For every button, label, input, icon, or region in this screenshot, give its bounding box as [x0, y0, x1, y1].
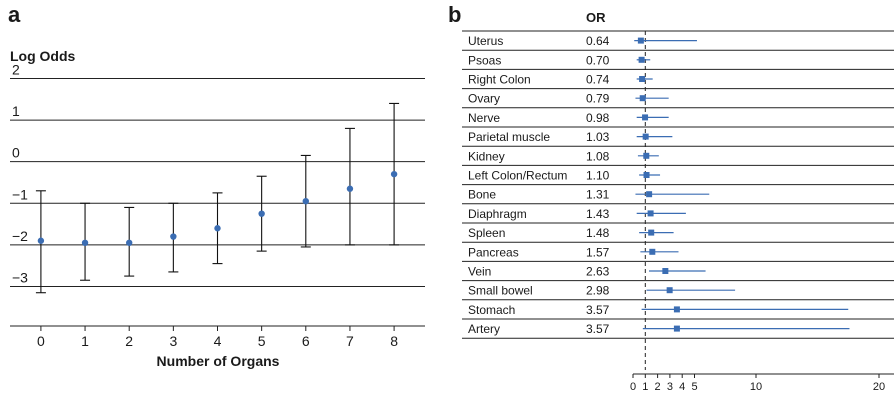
- or-point: [642, 133, 649, 140]
- row-label: Ovary: [468, 92, 500, 106]
- x-tick-label: 6: [302, 333, 310, 349]
- forest-x-tick-label: 10: [750, 381, 762, 393]
- data-point: [346, 185, 354, 192]
- data-point: [302, 198, 309, 205]
- y-tick-label: −1: [12, 186, 28, 202]
- y-tick-label: 1: [12, 103, 20, 119]
- row-or-value: 1.31: [586, 188, 610, 202]
- forest-x-tick-label: 5: [691, 381, 697, 393]
- or-point: [662, 268, 669, 274]
- row-label: Vein: [468, 265, 491, 279]
- or-point: [647, 210, 654, 217]
- or-point: [646, 191, 653, 198]
- row-or-value: 1.03: [586, 130, 610, 144]
- row-label: Uterus: [468, 34, 503, 48]
- row-or-value: 1.10: [586, 169, 610, 183]
- or-point: [639, 76, 646, 82]
- or-point: [648, 229, 655, 236]
- y-tick-label: −2: [12, 228, 28, 244]
- panel-a-data-marks: [35, 102, 400, 294]
- row-label: Parietal muscle: [468, 130, 550, 144]
- panel-b-letter: b: [448, 2, 461, 27]
- or-point: [649, 248, 656, 255]
- data-point: [258, 210, 265, 217]
- row-or-value: 1.43: [586, 207, 610, 221]
- or-point: [639, 95, 646, 102]
- row-label: Spleen: [468, 226, 505, 240]
- or-point: [642, 114, 649, 121]
- row-label: Bone: [468, 188, 496, 202]
- x-tick-label: 4: [214, 333, 222, 349]
- row-label: Small bowel: [468, 284, 533, 298]
- or-point: [643, 152, 650, 159]
- forest-x-tick-label: 1: [642, 381, 648, 393]
- row-label: Nerve: [468, 111, 500, 125]
- panel-b-data-marks: [634, 31, 850, 370]
- or-point: [673, 306, 680, 313]
- y-tick-label: −3: [12, 269, 28, 285]
- panel-a-letter: a: [8, 2, 21, 27]
- data-point: [81, 239, 89, 246]
- x-tick-label: 3: [169, 333, 177, 349]
- row-label: Right Colon: [468, 73, 531, 87]
- row-label: Diaphragm: [468, 207, 527, 221]
- data-point: [390, 170, 398, 178]
- row-label: Kidney: [468, 149, 505, 163]
- data-point: [170, 233, 177, 240]
- data-point: [126, 239, 133, 246]
- row-or-value: 0.98: [586, 111, 610, 125]
- row-or-value: 0.70: [586, 53, 610, 67]
- or-point: [666, 287, 673, 294]
- row-or-value: 3.57: [586, 303, 610, 317]
- panel-a-x-axis-label: Number of Organs: [157, 353, 280, 369]
- row-or-value: 1.08: [586, 149, 610, 163]
- or-point: [637, 37, 644, 44]
- forest-x-tick-label: 20: [873, 381, 885, 393]
- row-or-value: 3.57: [586, 322, 610, 336]
- x-tick-label: 1: [81, 333, 89, 349]
- x-tick-label: 2: [125, 333, 133, 349]
- panel-b-x-axis: 0 1 2 3 4 5 10 20: [630, 373, 894, 393]
- forest-x-tick-label: 0: [630, 381, 636, 393]
- row-label: Psoas: [468, 53, 501, 67]
- panel-a-title: Log Odds: [10, 48, 76, 64]
- row-or-value: 2.63: [586, 265, 610, 279]
- data-point: [37, 237, 45, 244]
- row-label: Stomach: [468, 303, 515, 317]
- x-tick-label: 8: [390, 333, 398, 349]
- row-or-value: 2.98: [586, 284, 610, 298]
- x-tick-label: 0: [37, 333, 45, 349]
- row-label: Artery: [468, 322, 500, 336]
- row-label: Pancreas: [468, 245, 519, 259]
- panel-a-y-tick-labels: 2 1 0 −1 −2 −3: [12, 61, 28, 285]
- row-or-value: 1.57: [586, 245, 610, 259]
- row-or-value: 1.48: [586, 226, 610, 240]
- row-or-value: 0.74: [586, 73, 610, 87]
- data-point: [214, 225, 221, 232]
- forest-x-tick-label: 3: [667, 381, 673, 393]
- row-or-value: 0.79: [586, 92, 610, 106]
- y-tick-label: 2: [12, 61, 20, 77]
- x-tick-label: 7: [346, 333, 354, 349]
- panel-a-x-axis: 0 1 2 3 4 5 6 7 8: [10, 325, 425, 349]
- x-tick-label: 5: [258, 333, 266, 349]
- or-point: [638, 56, 645, 63]
- or-column-header: OR: [586, 10, 606, 25]
- row-or-value: 0.64: [586, 34, 610, 48]
- or-point: [673, 325, 680, 332]
- or-point: [643, 172, 650, 178]
- panel-b-rows: Uterus 0.64 Psoas 0.70 Right Colon 0.74 Ovary 0…: [462, 30, 894, 339]
- y-tick-label: 0: [12, 145, 20, 161]
- forest-x-tick-label: 4: [679, 381, 685, 393]
- forest-x-tick-label: 2: [655, 381, 661, 393]
- row-label: Left Colon/Rectum: [468, 169, 567, 183]
